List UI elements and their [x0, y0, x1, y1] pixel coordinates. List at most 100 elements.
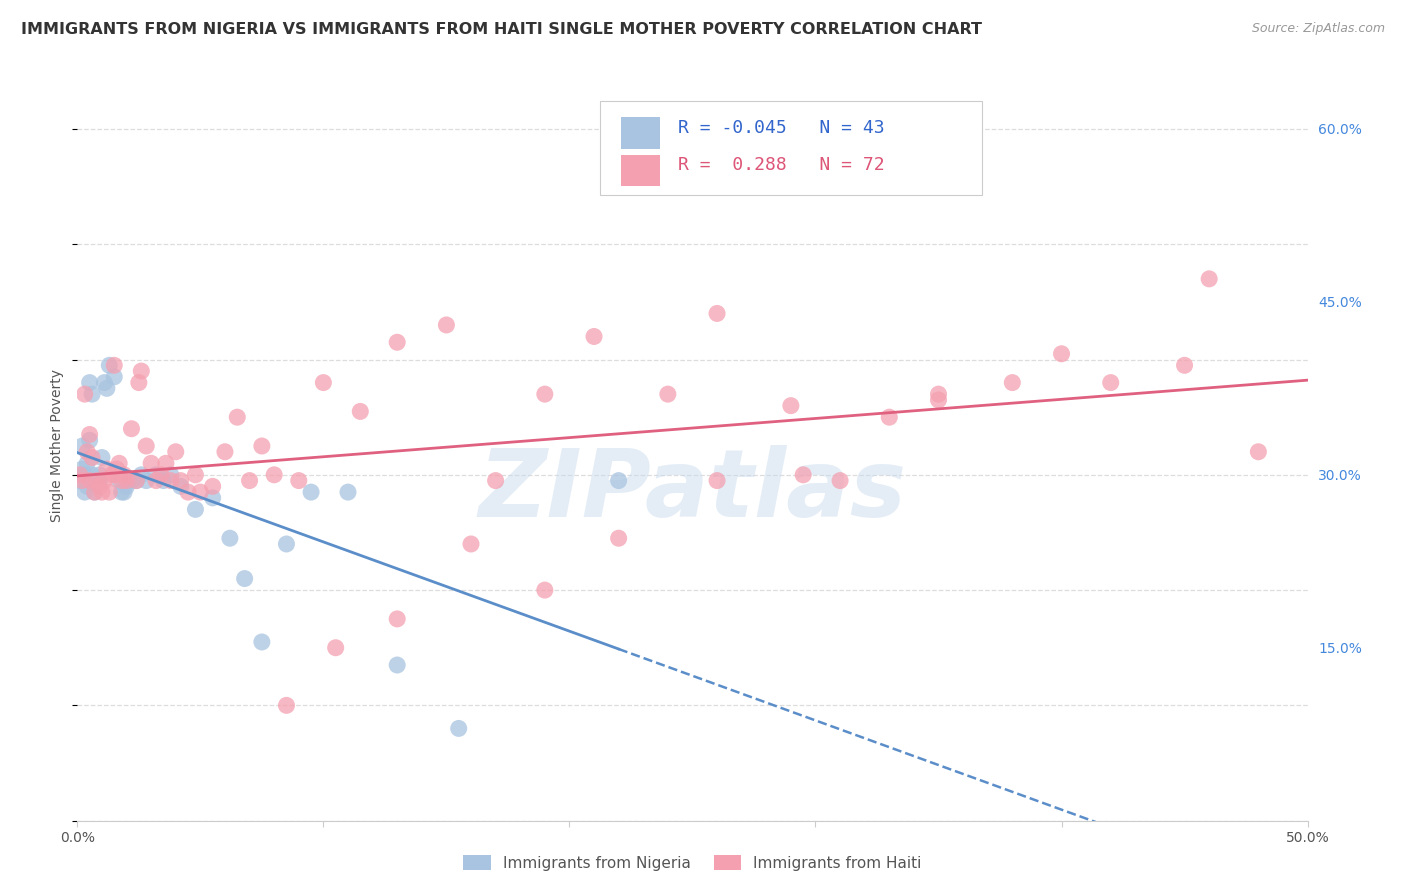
Point: [1174, 359, 1197, 373]
Point: [607, 531, 630, 545]
Point: [276, 698, 298, 713]
Point: [288, 474, 311, 488]
Point: [135, 474, 157, 488]
Point: [226, 410, 249, 425]
Y-axis label: Single Mother Poverty: Single Mother Poverty: [51, 369, 65, 523]
Point: [170, 474, 193, 488]
Point: [73, 467, 96, 482]
Point: [706, 306, 728, 320]
Point: [160, 474, 183, 488]
Text: IMMIGRANTS FROM NIGERIA VS IMMIGRANTS FROM HAITI SINGLE MOTHER POVERTY CORRELATI: IMMIGRANTS FROM NIGERIA VS IMMIGRANTS FR…: [21, 22, 981, 37]
FancyBboxPatch shape: [621, 117, 661, 149]
Point: [152, 474, 174, 488]
Point: [115, 479, 138, 493]
Point: [263, 467, 285, 482]
Point: [115, 474, 138, 488]
Point: [214, 444, 236, 458]
Point: [89, 467, 111, 482]
Point: [89, 474, 111, 488]
Point: [928, 392, 950, 407]
Point: [436, 318, 458, 332]
Point: [76, 444, 98, 458]
Point: [69, 467, 91, 482]
Point: [108, 456, 131, 470]
Point: [1247, 444, 1270, 458]
Point: [177, 485, 200, 500]
Point: [128, 376, 150, 390]
Point: [121, 422, 143, 436]
Point: [657, 387, 679, 401]
Point: [201, 479, 224, 493]
Point: [233, 572, 256, 586]
FancyBboxPatch shape: [621, 154, 661, 186]
Point: [385, 335, 409, 350]
Point: [135, 439, 157, 453]
Point: [325, 640, 347, 655]
Point: [239, 474, 262, 488]
Point: [101, 467, 124, 482]
Point: [184, 502, 207, 516]
Point: [83, 485, 105, 500]
Point: [79, 434, 101, 448]
Point: [121, 474, 143, 488]
Point: [70, 462, 93, 476]
Point: [82, 450, 104, 465]
Point: [150, 467, 173, 482]
Point: [447, 722, 470, 736]
Point: [165, 444, 187, 458]
Point: [93, 376, 115, 390]
Point: [98, 359, 121, 373]
FancyBboxPatch shape: [600, 102, 981, 195]
Point: [76, 479, 98, 493]
Point: [111, 474, 132, 488]
Point: [780, 399, 803, 413]
Point: [69, 474, 91, 488]
Text: R = -0.045   N = 43: R = -0.045 N = 43: [678, 119, 884, 136]
Point: [1099, 376, 1122, 390]
Point: [73, 485, 96, 500]
Point: [312, 376, 335, 390]
Point: [79, 376, 101, 390]
Point: [103, 369, 125, 384]
Point: [250, 439, 273, 453]
Point: [82, 467, 104, 482]
Point: [83, 485, 105, 500]
Point: [299, 485, 322, 500]
Point: [155, 456, 177, 470]
Point: [337, 485, 360, 500]
Point: [1050, 347, 1073, 361]
Point: [79, 427, 101, 442]
Point: [103, 359, 125, 373]
Point: [129, 364, 153, 378]
Point: [706, 474, 728, 488]
Point: [96, 381, 118, 395]
Point: [170, 479, 193, 493]
Point: [160, 467, 183, 482]
Point: [534, 583, 557, 598]
Point: [76, 456, 98, 470]
Point: [70, 439, 93, 453]
Point: [145, 467, 167, 482]
Text: Source: ZipAtlas.com: Source: ZipAtlas.com: [1251, 22, 1385, 36]
Point: [460, 537, 482, 551]
Point: [73, 387, 96, 401]
Point: [219, 531, 242, 545]
Point: [607, 474, 630, 488]
Point: [385, 612, 409, 626]
Point: [112, 467, 135, 482]
Point: [792, 467, 814, 482]
Point: [90, 450, 114, 465]
Point: [86, 474, 108, 488]
Point: [928, 387, 950, 401]
Point: [385, 658, 409, 673]
Point: [145, 474, 167, 488]
Text: ZIPatlas: ZIPatlas: [478, 445, 907, 537]
Point: [111, 485, 132, 500]
Point: [89, 479, 111, 493]
Point: [112, 485, 135, 500]
Point: [90, 485, 114, 500]
Point: [108, 474, 131, 488]
Point: [188, 485, 212, 500]
Legend: Immigrants from Nigeria, Immigrants from Haiti: Immigrants from Nigeria, Immigrants from…: [457, 848, 928, 877]
Point: [82, 387, 104, 401]
